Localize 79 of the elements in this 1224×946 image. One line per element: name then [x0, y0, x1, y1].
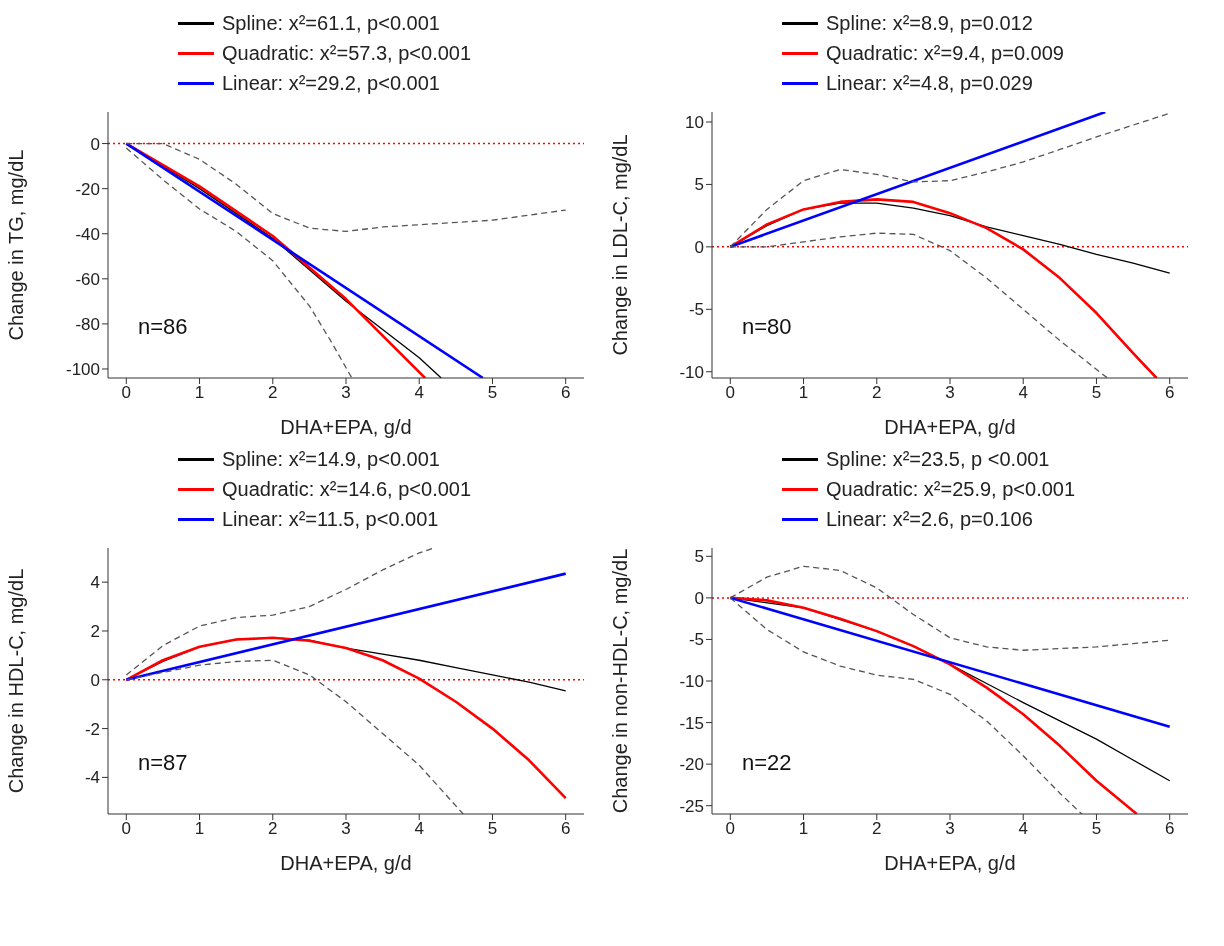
y-tick-label: -10: [679, 362, 704, 382]
annotation: n=87: [138, 750, 188, 776]
x-tick-label: 0: [121, 383, 132, 403]
legend-label: Spline: x²=8.9, p=0.012: [826, 11, 1033, 35]
line-series: [125, 142, 567, 233]
x-tick-label: 3: [341, 819, 351, 839]
annotation: n=80: [742, 314, 792, 340]
x-axis-title: DHA+EPA, g/d: [884, 852, 1016, 874]
y-axis-title: Change in TG, mg/dL: [5, 149, 28, 341]
legend-label: Spline: x²=61.1, p<0.001: [222, 11, 440, 35]
x-axis-title: DHA+EPA, g/d: [280, 416, 412, 438]
legend-label: Linear: x²=29.2, p<0.001: [222, 71, 440, 95]
x-tick-label: 1: [798, 819, 809, 839]
annotation: n=22: [742, 750, 792, 776]
x-tick-label: 4: [414, 383, 424, 403]
x-tick-label: 2: [872, 383, 882, 403]
x-tick-label: 5: [1091, 819, 1102, 839]
x-tick-label: 4: [414, 819, 424, 839]
x-tick-label: 6: [1164, 819, 1175, 839]
y-tick-label: -25: [679, 796, 704, 816]
legend-label: Spline: x²=23.5, p <0.001: [826, 447, 1050, 471]
legend-label: Linear: x²=2.6, p=0.106: [826, 507, 1033, 531]
y-tick-label: -100: [65, 360, 100, 380]
y-tick-label: -40: [75, 224, 100, 244]
x-tick-label: 2: [872, 819, 882, 839]
y-tick-label: -5: [688, 300, 704, 320]
y-tick-label: 5: [694, 547, 704, 567]
x-tick-label: 4: [1018, 819, 1028, 839]
x-tick-label: 1: [194, 383, 205, 403]
y-tick-label: 2: [90, 622, 100, 642]
y-tick-label: -80: [75, 314, 100, 334]
x-tick-label: 3: [945, 819, 955, 839]
x-tick-label: 5: [487, 383, 498, 403]
x-tick-label: 3: [341, 383, 351, 403]
x-tick-label: 5: [487, 819, 498, 839]
y-tick-label: -2: [84, 719, 100, 739]
y-tick-label: 0: [90, 134, 100, 154]
y-axis-title: Change in non-HDL-C, mg/dL: [609, 548, 632, 814]
y-tick-label: -4: [84, 768, 100, 788]
x-tick-label: 0: [725, 383, 736, 403]
x-axis-title: DHA+EPA, g/d: [280, 852, 412, 874]
x-tick-label: 6: [560, 383, 571, 403]
x-tick-label: 3: [945, 383, 955, 403]
x-tick-label: 6: [1164, 383, 1175, 403]
line-series: [125, 659, 464, 814]
x-tick-label: 0: [121, 819, 132, 839]
y-tick-label: 10: [685, 113, 704, 133]
x-tick-label: 6: [560, 819, 571, 839]
y-tick-label: -10: [679, 672, 704, 692]
y-tick-label: 0: [694, 588, 704, 608]
legend-label: Linear: x²=11.5, p<0.001: [222, 507, 439, 531]
legend-label: Quadratic: x²=25.9, p<0.001: [826, 477, 1076, 501]
legend-label: Quadratic: x²=14.6, p<0.001: [222, 477, 472, 501]
x-tick-label: 0: [725, 819, 736, 839]
x-tick-label: 2: [268, 819, 278, 839]
x-tick-label: 4: [1018, 383, 1028, 403]
line-series: [125, 147, 353, 378]
x-axis-title: DHA+EPA, g/d: [884, 416, 1016, 438]
x-tick-label: 1: [798, 383, 809, 403]
legend-label: Quadratic: x²=9.4, p=0.009: [826, 41, 1064, 65]
legend-label: Quadratic: x²=57.3, p<0.001: [222, 41, 472, 65]
legend-label: Spline: x²=14.9, p<0.001: [222, 447, 440, 471]
x-tick-label: 5: [1091, 383, 1102, 403]
y-tick-label: -20: [679, 755, 704, 775]
line-series: [125, 548, 435, 676]
x-tick-label: 1: [194, 819, 205, 839]
y-tick-label: 5: [694, 175, 704, 195]
x-tick-label: 2: [268, 383, 278, 403]
y-tick-label: 0: [694, 237, 704, 257]
legend-label: Linear: x²=4.8, p=0.029: [826, 71, 1033, 95]
y-tick-label: 0: [90, 670, 100, 690]
y-axis-title: Change in LDL-C, mg/dL: [609, 134, 632, 356]
annotation: n=86: [138, 314, 188, 340]
y-axis-title: Change in HDL-C, mg/dL: [5, 568, 28, 794]
y-tick-label: -60: [75, 269, 100, 289]
y-tick-label: -15: [679, 713, 704, 733]
y-tick-label: 4: [90, 573, 100, 593]
y-tick-label: -20: [75, 179, 100, 199]
y-tick-label: -5: [688, 630, 704, 650]
